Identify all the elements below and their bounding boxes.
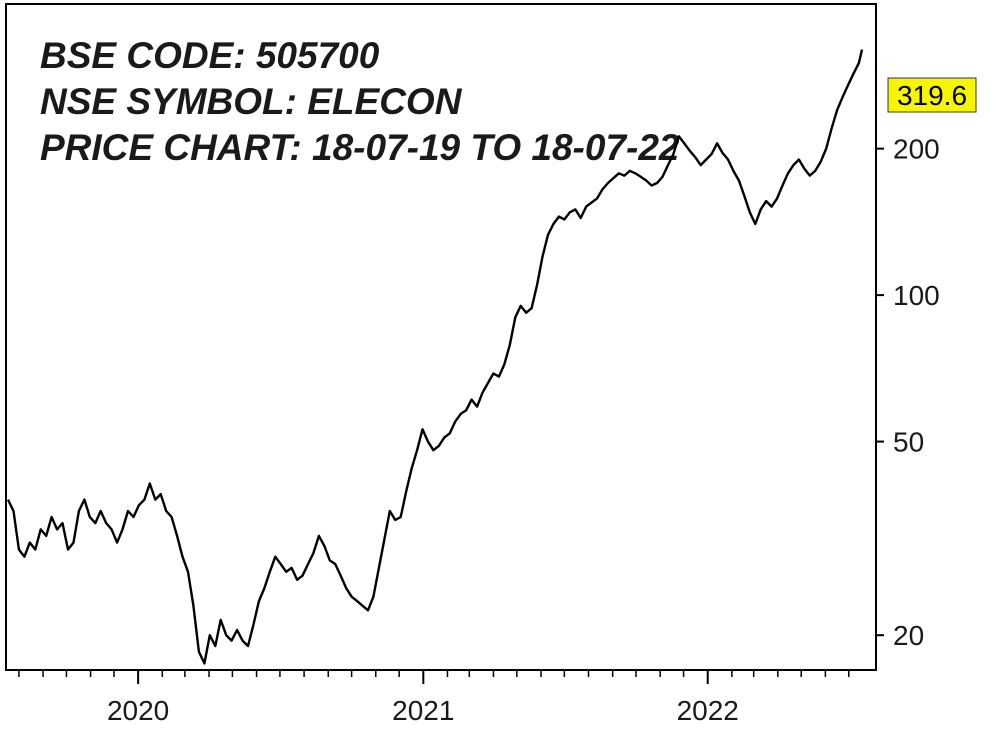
title-date-range: PRICE CHART: 18-07-19 TO 18-07-22 [40,127,680,168]
last-value-badge: 319.6 [887,77,977,113]
y-tick-label: 50 [893,427,924,458]
last-value-label: 319.6 [897,80,967,111]
x-tick-label: 2021 [392,695,454,726]
y-tick-label: 20 [893,620,924,651]
x-axis: 2020 2021 2022 [18,670,850,726]
y-axis: 20 50 100 200 [876,134,940,651]
title-bse-code: BSE CODE: 505700 [40,35,380,76]
y-tick-label: 200 [893,134,940,165]
x-tick-label: 2022 [677,695,739,726]
chart-title: BSE CODE: 505700 NSE SYMBOL: ELECON PRIC… [40,35,680,168]
plot-frame [5,3,877,671]
last-value-badge-bg [887,77,977,113]
y-tick-label: 100 [893,280,940,311]
price-line [6,49,864,665]
x-tick-label: 2020 [107,695,169,726]
title-nse-symbol: NSE SYMBOL: ELECON [40,81,463,122]
